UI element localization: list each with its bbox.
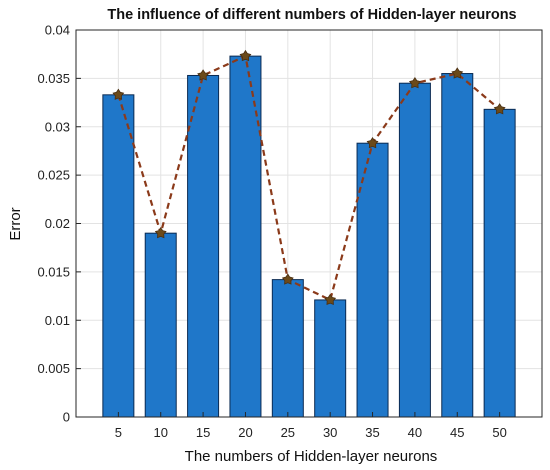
x-tick-label: 35 bbox=[365, 425, 379, 440]
plot-area bbox=[75, 29, 543, 418]
x-tick-label: 45 bbox=[450, 425, 464, 440]
bar-10 bbox=[144, 232, 177, 418]
y-tick-label: 0 bbox=[63, 410, 70, 425]
bar-5 bbox=[102, 94, 135, 418]
x-tick-label: 5 bbox=[115, 425, 122, 440]
x-tick-label: 50 bbox=[492, 425, 506, 440]
marker-45 bbox=[451, 67, 464, 79]
y-tick-label: 0.035 bbox=[37, 71, 70, 86]
y-tick-label: 0.04 bbox=[45, 23, 70, 38]
y-tick-label: 0.02 bbox=[45, 216, 70, 231]
bar-35 bbox=[356, 142, 389, 418]
y-axis-label: Error bbox=[7, 207, 24, 240]
x-axis-ticks: 5 10 15 20 25 30 35 40 45 50 bbox=[115, 412, 507, 440]
marker-15 bbox=[197, 69, 210, 81]
bar-40 bbox=[398, 82, 431, 418]
marker-25 bbox=[281, 273, 294, 285]
marker-40 bbox=[408, 76, 421, 89]
y-tick-label: 0.025 bbox=[37, 168, 70, 183]
y-tick-label: 0.015 bbox=[37, 264, 70, 279]
x-tick-label: 15 bbox=[196, 425, 210, 440]
y-tick-label: 0.03 bbox=[45, 119, 70, 134]
marker-30 bbox=[324, 293, 337, 305]
x-tick-label: 30 bbox=[323, 425, 337, 440]
marker-20 bbox=[239, 49, 252, 62]
marker-35 bbox=[366, 136, 379, 149]
marker-10 bbox=[154, 226, 167, 239]
x-tick-label: 10 bbox=[153, 425, 167, 440]
y-tick-label: 0.01 bbox=[45, 313, 70, 328]
error-line bbox=[117, 55, 501, 302]
bar-50 bbox=[483, 108, 516, 418]
x-tick-label: 25 bbox=[281, 425, 295, 440]
x-axis-label: The numbers of Hidden-layer neurons bbox=[185, 448, 438, 465]
y-tick-label: 0.005 bbox=[37, 361, 70, 376]
x-tick-label: 40 bbox=[408, 425, 422, 440]
error-dashed-line bbox=[117, 55, 501, 302]
bar-45 bbox=[441, 73, 474, 418]
bar-25 bbox=[271, 279, 304, 418]
marker-50 bbox=[493, 103, 506, 115]
bar-15 bbox=[187, 74, 220, 418]
bar-30 bbox=[314, 299, 347, 418]
marker-5 bbox=[112, 88, 125, 100]
markers bbox=[112, 49, 506, 305]
bar-20 bbox=[229, 55, 262, 418]
x-tick-label: 20 bbox=[238, 425, 252, 440]
bars bbox=[102, 55, 516, 418]
y-axis-ticks: 0 0.005 0.01 0.015 0.02 0.025 0.03 0.035 0.04 bbox=[37, 23, 81, 425]
chart-title: The influence of different numbers of Hi… bbox=[107, 7, 516, 23]
